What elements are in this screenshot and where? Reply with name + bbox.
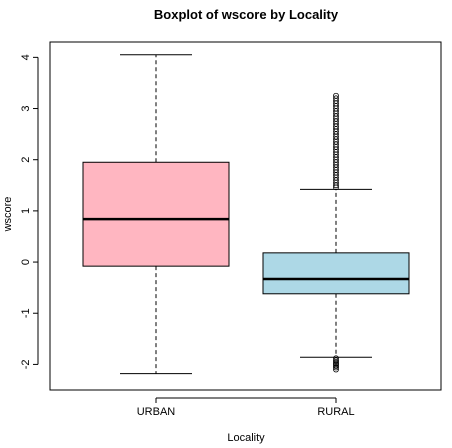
outlier-point xyxy=(333,358,339,365)
iqr-box xyxy=(262,252,410,295)
outlier-point xyxy=(333,92,339,99)
y-tick-label: 2 xyxy=(20,157,32,163)
x-tick-label-urban: URBAN xyxy=(137,406,176,418)
boxes-group xyxy=(82,54,410,375)
x-tick-label-rural: RURAL xyxy=(317,406,354,418)
box-urban xyxy=(82,54,230,375)
outlier-point xyxy=(333,364,339,371)
y-tick-label: -2 xyxy=(20,360,32,370)
y-tick-label: 1 xyxy=(20,208,32,214)
chart-title: Boxplot of wscore by Locality xyxy=(154,7,339,22)
y-tick-label: 4 xyxy=(20,54,32,60)
box-rural xyxy=(262,92,410,373)
outlier-point xyxy=(333,357,339,364)
outlier-point xyxy=(333,363,339,369)
x-axis-label: Locality xyxy=(227,432,265,444)
iqr-box xyxy=(82,161,230,267)
y-tick-label: 3 xyxy=(20,105,32,111)
y-axis: -2 -1 0 1 2 3 4 xyxy=(20,54,39,370)
y-tick-label: -1 xyxy=(20,308,32,318)
x-axis: URBAN RURAL xyxy=(137,397,355,418)
outlier-point xyxy=(333,366,339,373)
y-axis-label: wscore xyxy=(2,197,14,233)
y-tick-label: 0 xyxy=(20,259,32,265)
outlier-point xyxy=(333,95,339,102)
plot-frame xyxy=(49,41,442,391)
